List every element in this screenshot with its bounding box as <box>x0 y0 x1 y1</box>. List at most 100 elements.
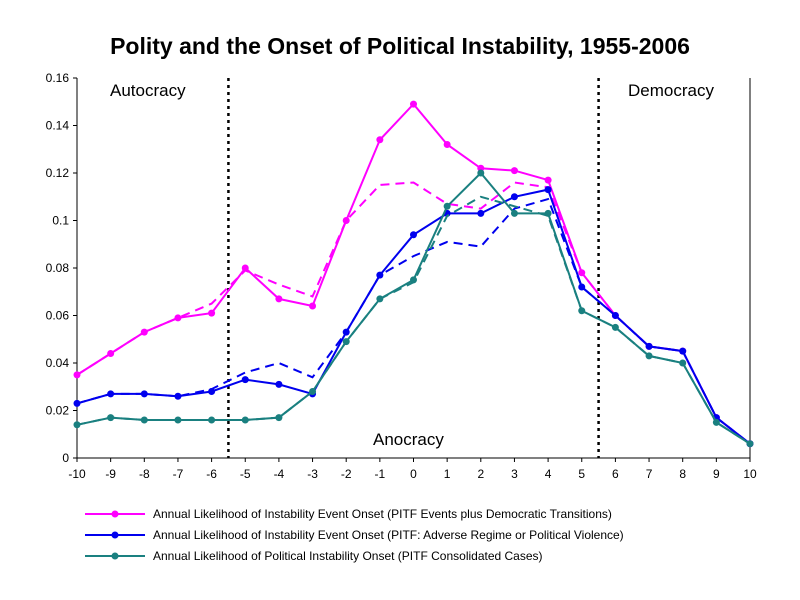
series-3-point <box>140 416 148 424</box>
x-tick-label: -4 <box>274 467 285 481</box>
x-tick-label: -2 <box>341 467 352 481</box>
legend-item: Annual Likelihood of Instability Event O… <box>85 524 624 545</box>
x-tick-label: -9 <box>105 467 116 481</box>
series-2-point <box>645 342 653 350</box>
y-tick-label: 0.1 <box>52 214 69 228</box>
y-tick-label: 0.06 <box>46 309 70 323</box>
y-tick-label: 0.12 <box>46 166 70 180</box>
series-2-point <box>342 328 350 336</box>
series-3-point <box>241 416 249 424</box>
x-tick-label: -5 <box>240 467 251 481</box>
legend-swatch <box>85 510 145 517</box>
y-tick-label: 0.08 <box>46 261 70 275</box>
chart-title: Polity and the Onset of Political Instab… <box>110 33 690 59</box>
series-3-point <box>410 276 417 284</box>
series-1-point <box>309 302 317 310</box>
y-tick-label: 0.04 <box>46 356 70 370</box>
series-1-point <box>73 371 81 379</box>
series-3-point <box>679 359 687 367</box>
series-3-line <box>76 171 751 445</box>
series-1-point <box>241 264 249 272</box>
region-label-anocracy: Anocracy <box>373 430 444 449</box>
series-1-point <box>376 136 384 144</box>
series-2-point <box>275 380 283 388</box>
series-3-point <box>645 352 653 360</box>
series-2-point <box>73 399 81 407</box>
x-tick-label: 6 <box>612 467 619 481</box>
series-3-point <box>477 169 485 177</box>
x-tick-label: -3 <box>307 467 318 481</box>
series-2-point <box>376 271 384 279</box>
y-tick-label: 0.16 <box>46 71 70 85</box>
legend-swatch <box>85 552 145 559</box>
series-2-point <box>107 390 115 398</box>
series-1-point <box>410 100 417 108</box>
axes-group: 00.020.040.060.080.10.120.140.16-10 -9 -8-… <box>46 71 757 481</box>
x-tick-label: 4 <box>545 467 552 481</box>
y-tick-label: 0 <box>62 451 69 465</box>
legend-item: Annual Likelihood of Political Instabili… <box>85 545 624 566</box>
series-3-point <box>746 440 754 448</box>
series-3-point <box>376 295 384 303</box>
series-3-point <box>208 416 216 424</box>
x-tick-label: -6 <box>206 467 217 481</box>
series-1-point <box>140 328 148 336</box>
legend-label: Annual Likelihood of Political Instabili… <box>153 548 543 563</box>
region-label-democracy: Democracy <box>628 81 714 100</box>
x-tick-label: 8 <box>679 467 686 481</box>
series-group <box>73 100 754 448</box>
series-3-point <box>544 209 552 217</box>
series-3-point <box>443 202 451 210</box>
legend-label: Annual Likelihood of Instability Event O… <box>153 506 612 521</box>
x-tick-label: 10 <box>743 467 757 481</box>
series-1-point <box>578 269 586 277</box>
series-2-point <box>241 376 249 384</box>
legend-swatch-marker <box>111 510 119 517</box>
series-1-point <box>544 176 552 184</box>
series-3-point <box>73 421 81 429</box>
series-2-point <box>544 186 552 194</box>
series-1-point <box>275 295 283 303</box>
series-3-point <box>275 414 283 422</box>
series-2-point <box>679 347 687 355</box>
x-tick-label: 2 <box>477 467 484 481</box>
x-tick-label: -7 <box>173 467 184 481</box>
series-3-point <box>611 323 619 331</box>
legend: Annual Likelihood of Instability Event O… <box>85 503 624 566</box>
series-3-point <box>107 414 115 422</box>
x-tick-label: 3 <box>511 467 518 481</box>
series-1-point <box>107 350 115 357</box>
x-tick-label: -1 <box>375 467 386 481</box>
series-2-point <box>611 312 619 319</box>
legend-item: Annual Likelihood of Instability Event O… <box>85 503 624 524</box>
x-tick-label: -8 <box>139 467 150 481</box>
legend-swatch <box>85 531 145 538</box>
x-tick-label: -10 <box>68 467 86 481</box>
y-tick-label: 0.02 <box>46 404 70 418</box>
legend-swatch-marker <box>111 531 119 538</box>
x-tick-label: 9 <box>713 467 720 481</box>
series-2-point <box>140 390 148 398</box>
y-tick-label: 0.14 <box>46 119 70 133</box>
series-1-point <box>443 141 451 148</box>
series-2-point <box>208 388 216 395</box>
legend-swatch-marker <box>111 552 119 559</box>
series-3-point <box>309 388 317 395</box>
x-tick-label: 0 <box>410 467 417 481</box>
x-tick-label: 5 <box>578 467 585 481</box>
series-3-point <box>342 338 350 346</box>
series-2-point <box>410 231 417 239</box>
series-1-point <box>510 167 518 175</box>
series-1-point <box>342 217 350 224</box>
series-1-trend-line <box>76 181 751 445</box>
series-1-point <box>208 309 216 317</box>
series-2-point <box>477 209 485 217</box>
series-3-point <box>578 307 586 315</box>
series-2-point <box>578 283 586 291</box>
series-2-point <box>510 193 518 201</box>
x-tick-label: 1 <box>444 467 451 481</box>
x-tick-label: 7 <box>646 467 653 481</box>
series-3-point <box>174 416 182 424</box>
series-3-point <box>510 209 518 217</box>
